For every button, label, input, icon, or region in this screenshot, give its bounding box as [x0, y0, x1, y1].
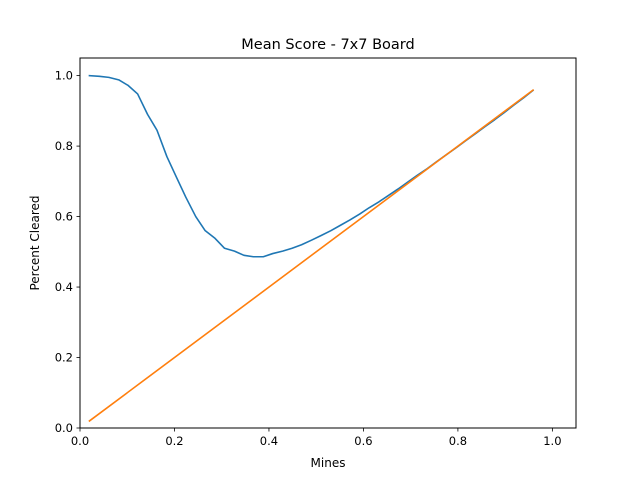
y-tick-label: 0.6: [55, 210, 73, 224]
x-tick-label: 1.0: [543, 434, 561, 448]
x-axis-label: Mines: [311, 456, 346, 470]
y-tick-label: 1.0: [55, 69, 73, 83]
y-tick-label: 0.4: [55, 280, 73, 294]
chart-title: Mean Score - 7x7 Board: [241, 37, 414, 53]
y-tick-label: 0.2: [55, 351, 73, 365]
y-tick-label: 0.0: [55, 421, 73, 435]
x-tick-label: 0.8: [449, 434, 467, 448]
x-tick-label: 0.6: [354, 434, 372, 448]
x-tick-label: 0.4: [260, 434, 278, 448]
series-line-2: [88, 88, 535, 423]
y-axis-ticks: 0.0 0.2 0.4 0.6 0.8 1.0: [55, 69, 80, 435]
x-tick-label: 0.0: [71, 434, 89, 448]
y-tick-label: 0.8: [55, 139, 73, 153]
x-tick-label: 0.2: [165, 434, 183, 448]
x-axis-ticks: 0.0 0.2 0.4 0.6 0.8 1.0: [71, 428, 562, 448]
plot-frame: [79, 57, 577, 429]
y-axis-label: Percent Cleared: [28, 195, 42, 290]
series-layer: [88, 74, 535, 423]
